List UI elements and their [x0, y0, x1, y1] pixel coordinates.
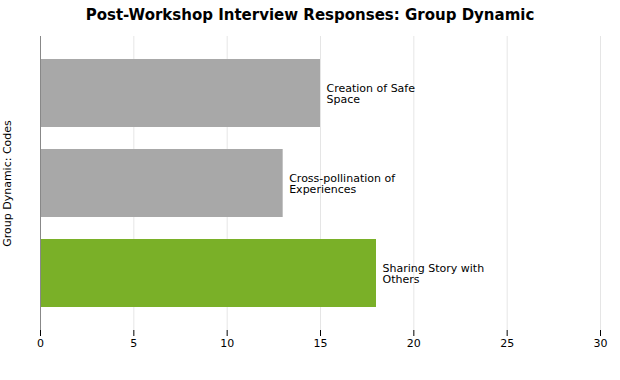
html-text:Post-Workshop Interview Respon: Post-Workshop Interview Responses: Group…: [85, 6, 535, 24]
svg-text:25: 25: [500, 337, 514, 350]
svg-text:Cross-pollination ofExperience: Cross-pollination ofExperiences: [289, 172, 396, 196]
svg-text:0: 0: [37, 337, 44, 350]
svg-text:10: 10: [220, 337, 234, 350]
svg-text:20: 20: [407, 337, 421, 350]
svg-text:15: 15: [314, 337, 328, 350]
svg-text:Sharing Story withOthers: Sharing Story withOthers: [383, 262, 485, 286]
svg-text:Group Dynamic: Codes: Group Dynamic: Codes: [1, 120, 14, 247]
svg-text:Creation of SafeSpace: Creation of SafeSpace: [327, 82, 416, 106]
svg-text:5: 5: [130, 337, 137, 350]
svg-text:30: 30: [594, 337, 608, 350]
